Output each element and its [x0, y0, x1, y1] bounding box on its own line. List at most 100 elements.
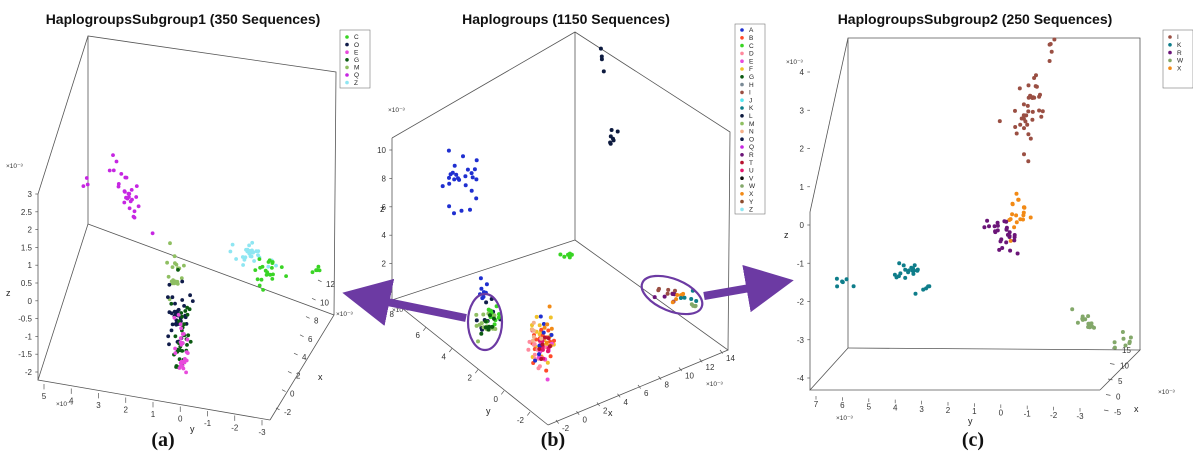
point-E — [179, 364, 183, 368]
panel-a-points — [81, 153, 322, 375]
tick-label: 8 — [382, 174, 387, 183]
point-X — [1014, 220, 1019, 225]
point-X — [674, 297, 679, 302]
point-O — [166, 295, 170, 299]
tick-label: -1 — [204, 419, 212, 428]
tick-label: -2 — [1050, 411, 1058, 420]
point-I — [1022, 126, 1026, 131]
point-Z — [230, 242, 235, 247]
point-Z — [251, 250, 256, 255]
tick-label: 4 — [442, 352, 447, 361]
point-W — [693, 304, 698, 309]
point-C — [270, 266, 274, 270]
legend-label-M: M — [749, 121, 754, 128]
point-W — [1112, 340, 1117, 345]
point-I — [1021, 113, 1026, 118]
point-K — [910, 268, 915, 273]
legend-label-O: O — [354, 42, 359, 49]
tick-label: 0 — [999, 408, 1004, 417]
tick-mark — [275, 407, 280, 411]
point-Q — [81, 184, 86, 189]
point-F — [534, 314, 539, 319]
tick-mark — [637, 384, 641, 389]
panel-a-z-mult: ×10⁻³ — [6, 163, 23, 170]
panel-c-caption: (c) — [962, 429, 984, 451]
tick-label: -2 — [562, 424, 570, 433]
point-K — [906, 270, 911, 275]
legend-marker-O — [345, 42, 349, 47]
legend-label-U: U — [749, 168, 754, 175]
tick-mark — [317, 279, 322, 283]
point-R — [1005, 232, 1010, 237]
tick-label: 5 — [42, 392, 47, 401]
legend-label-I: I — [749, 90, 751, 97]
point-I — [1028, 136, 1033, 141]
tick-label: 2 — [382, 260, 387, 269]
tick-label: 0 — [583, 415, 588, 424]
tick-mark — [293, 352, 298, 356]
point-E — [180, 341, 185, 345]
tick-label: 2.5 — [21, 208, 33, 217]
point-I — [1022, 152, 1026, 157]
point-Q — [130, 197, 134, 202]
legend-label-A: A — [749, 27, 754, 34]
point-Q — [107, 168, 112, 173]
tick-mark — [305, 316, 310, 319]
point-K — [682, 295, 687, 300]
point-K — [689, 297, 694, 301]
point-O — [474, 318, 479, 323]
point-C — [255, 277, 260, 282]
tick-label: 10 — [377, 146, 386, 155]
point-I — [656, 288, 661, 293]
point-G — [176, 268, 180, 272]
tick-label: 3 — [96, 401, 101, 410]
point-R — [662, 294, 667, 299]
tick-label: 2 — [124, 406, 129, 415]
point-A — [478, 276, 483, 281]
point-X — [544, 340, 549, 345]
point-Q — [114, 159, 119, 164]
point-A — [474, 177, 479, 182]
tick-mark — [1105, 394, 1111, 396]
point-E — [184, 350, 189, 354]
point-C — [558, 252, 563, 257]
point-T — [546, 336, 551, 341]
legend-marker-L — [740, 114, 744, 118]
point-A — [463, 174, 468, 179]
point-R — [995, 223, 1000, 228]
point-W — [1121, 336, 1126, 341]
point-I — [1040, 109, 1045, 114]
point-G — [173, 334, 178, 339]
panel-c-z-label: z — [784, 230, 789, 240]
tick-label: -2 — [284, 408, 292, 417]
tick-label: -1 — [797, 259, 805, 268]
panel-c-box — [809, 37, 1141, 391]
tick-mark — [287, 371, 292, 374]
point-K — [913, 291, 918, 296]
panel-c-points — [834, 37, 1133, 350]
tick-label: -1 — [1024, 410, 1032, 419]
point-A — [538, 314, 543, 319]
point-G — [488, 313, 492, 318]
tick-label: 4 — [302, 353, 307, 362]
point-R — [995, 220, 1000, 225]
point-D — [532, 342, 537, 347]
point-I — [1032, 95, 1037, 100]
point-A — [465, 167, 470, 172]
point-I — [1023, 119, 1028, 124]
point-Z — [274, 263, 278, 268]
point-Z — [252, 259, 256, 263]
point-O — [167, 282, 172, 287]
point-I — [1013, 108, 1017, 113]
point-G — [486, 327, 491, 332]
panel-a-caption: (a) — [151, 429, 174, 451]
tick-label: 6 — [416, 331, 421, 340]
point-A — [446, 148, 451, 153]
point-M — [175, 282, 180, 286]
point-O — [170, 322, 175, 327]
point-Q — [116, 182, 121, 186]
legend-label-Z: Z — [749, 207, 753, 214]
point-Z — [245, 248, 250, 253]
point-A — [459, 208, 464, 213]
